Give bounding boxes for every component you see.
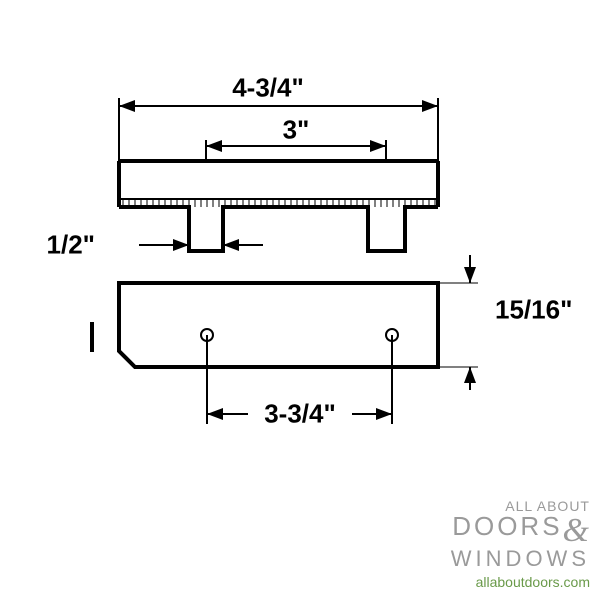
dim-4-3-4: 4-3/4" — [232, 73, 304, 104]
dim-3-3-4: 3-3/4" — [264, 399, 336, 430]
dim-1-2: 1/2" — [47, 230, 95, 261]
dim-15-16: 15/16" — [495, 295, 572, 326]
watermark-windows: WINDOWS — [451, 548, 590, 570]
watermark-ampersand: & — [563, 512, 590, 549]
dim-3: 3" — [283, 115, 310, 146]
watermark-logo: ALL ABOUT DOORS& WINDOWS — [451, 499, 590, 570]
watermark-url: allaboutdoors.com — [476, 574, 590, 590]
watermark-doors: DOORS — [452, 511, 562, 541]
